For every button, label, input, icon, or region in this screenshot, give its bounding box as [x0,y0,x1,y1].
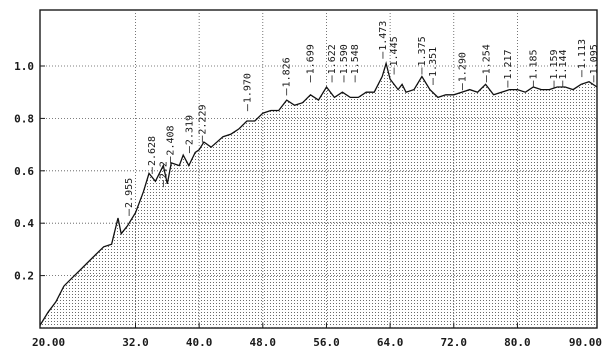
peak-label: 2.408 [165,125,176,155]
x-tick-label: 40.0 [186,336,213,349]
peak-label: 1.351 [428,47,439,77]
peak-label: 1.254 [481,44,492,74]
x-tick-label: 32.0 [122,336,149,349]
peak-label: 1.622 [327,44,338,74]
y-tick-label: 0.2 [14,270,34,283]
peak-label: 1.290 [458,52,469,82]
peak-label: 1.144 [558,49,569,79]
peak-label: 2.229 [197,104,208,134]
peak-label: 1.473 [378,21,389,51]
x-tick-label: 90.00 [569,336,602,349]
series-area-fill [40,63,597,329]
peak-label: 1.445 [389,36,400,66]
x-tick-label: 80.0 [504,336,531,349]
peak-label: 1.217 [503,49,514,79]
peak-label: 2.955 [124,178,135,208]
peak-label: 1.159 [549,49,560,79]
series-line [39,60,598,326]
x-tick-label: 56.0 [313,336,340,349]
y-tick-label: 1.0 [14,60,34,73]
y-tick-label: 0.6 [14,165,34,178]
peak-label: 1.185 [528,49,539,79]
y-tick-label: 0.4 [14,217,34,230]
peak-label: 1.113 [577,39,588,69]
y-tick-label: 0.8 [14,112,34,125]
peak-label: 2.628 [147,136,158,166]
peak-label: 1.548 [350,44,361,74]
x-tick-label: 64.0 [377,336,404,349]
peak-label: 1.590 [339,44,350,74]
x-tick-label: 72.0 [441,336,468,349]
x-axis: 20.00 32.0 40.0 48.0 56.0 64.0 72.0 80.0 90.00 [32,323,602,349]
peak-label: 1.375 [417,36,428,66]
peak-label: 1.699 [306,44,317,74]
x-tick-label: 20.00 [32,336,65,349]
peak-label: 2.319 [185,115,196,145]
peak-label: 1.826 [282,57,293,87]
peak-label: 2.2 [158,161,169,179]
peak-label: 1.970 [243,73,254,103]
x-tick-label: 48.0 [250,336,277,349]
y-axis: 0.2 0.4 0.6 0.8 1.0 [14,60,45,283]
peak-label: 1.095 [589,44,600,74]
